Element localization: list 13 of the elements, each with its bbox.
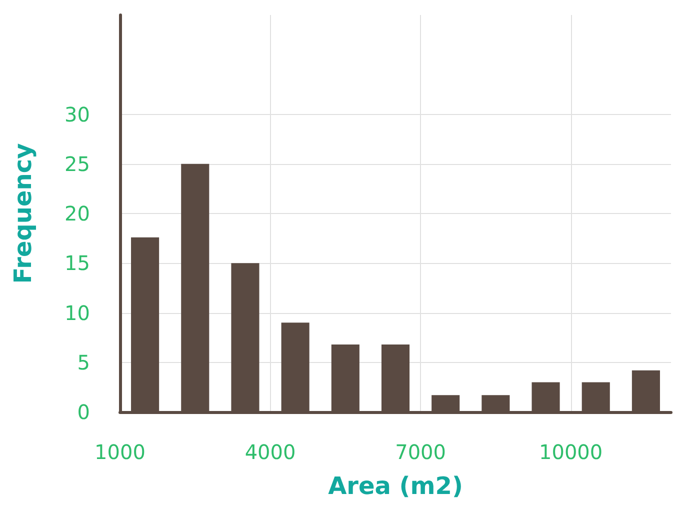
x-axis-title: Area (m2): [328, 472, 463, 500]
y-tick-label: 15: [64, 251, 90, 276]
y-tick-label: 25: [64, 152, 90, 176]
y-tick-label: 0: [77, 400, 90, 424]
y-tick-label: 20: [64, 202, 90, 226]
y-axis-title: Frequency: [9, 142, 37, 284]
x-tick-label: 1000: [94, 440, 146, 464]
y-tick-label: 10: [64, 300, 90, 325]
x-tick-label: 4000: [244, 440, 296, 464]
x-tick-label: 7000: [395, 440, 446, 464]
x-tick-label: 10000: [539, 440, 603, 464]
y-tick-label: 30: [64, 102, 90, 126]
y-tick-label: 5: [77, 350, 90, 374]
